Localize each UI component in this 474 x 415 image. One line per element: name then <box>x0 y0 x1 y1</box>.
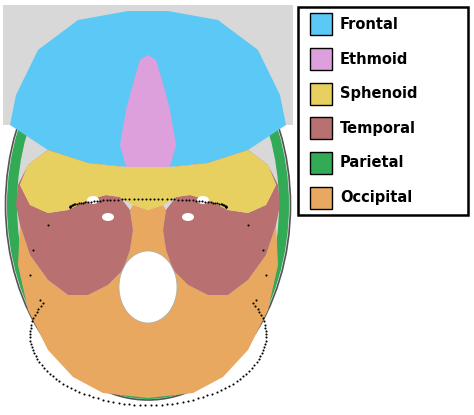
Polygon shape <box>120 55 176 187</box>
Bar <box>310 117 332 139</box>
Bar <box>310 152 332 174</box>
Text: Sphenoid: Sphenoid <box>340 86 418 101</box>
Text: Occipital: Occipital <box>340 190 412 205</box>
Bar <box>298 7 468 215</box>
Ellipse shape <box>197 196 209 204</box>
Ellipse shape <box>182 213 194 221</box>
Ellipse shape <box>87 196 99 204</box>
Ellipse shape <box>102 213 114 221</box>
Ellipse shape <box>119 251 177 323</box>
Text: Ethmoid: Ethmoid <box>340 51 409 66</box>
Polygon shape <box>163 150 280 295</box>
Polygon shape <box>3 5 293 125</box>
Polygon shape <box>20 150 276 213</box>
Text: Frontal: Frontal <box>340 17 399 32</box>
Ellipse shape <box>6 10 291 400</box>
Text: Parietal: Parietal <box>340 156 404 171</box>
Bar <box>310 83 332 105</box>
Ellipse shape <box>17 19 279 391</box>
Ellipse shape <box>7 11 289 399</box>
Polygon shape <box>18 205 278 398</box>
Bar <box>310 13 332 35</box>
Polygon shape <box>16 150 133 295</box>
Bar <box>310 187 332 209</box>
Text: Temporal: Temporal <box>340 121 416 136</box>
Polygon shape <box>10 11 286 167</box>
Bar <box>310 48 332 70</box>
